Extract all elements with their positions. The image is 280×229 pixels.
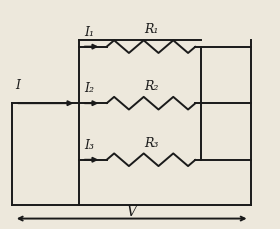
Text: V: V [127,205,137,219]
Text: I₃: I₃ [85,139,95,152]
Text: R₂: R₂ [144,80,158,93]
Text: I: I [15,79,20,92]
Text: I₁: I₁ [85,26,95,39]
Text: R₁: R₁ [144,23,158,36]
Text: I₂: I₂ [85,82,95,95]
Text: R₃: R₃ [144,136,158,150]
